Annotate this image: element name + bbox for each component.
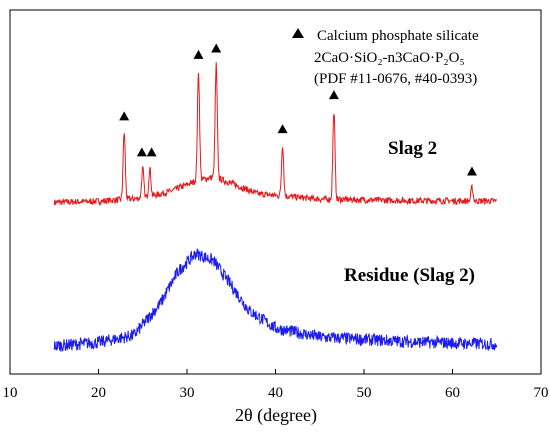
peak-marker-triangle [146,147,157,157]
x-tick-label: 40 [268,385,283,401]
x-tick-label: 30 [180,385,195,401]
x-axis-tick-labels: 10 20 30 40 50 60 70 [3,385,549,401]
legend-line-3: (PDF #11-0676, #40-0393) [314,71,477,87]
series-residue-line [53,248,498,352]
triangle-marker-icon [292,28,304,38]
peak-marker-triangle [193,49,204,59]
x-tick-label: 70 [534,385,549,401]
x-tick-label: 60 [445,385,460,401]
legend: Calcium phosphate silicate 2CaO·SiO₂-n3C… [292,28,479,87]
peak-marker-triangle [277,124,288,134]
series-slag-line [53,62,498,207]
x-tick-label: 50 [357,385,372,401]
x-tick-label: 10 [3,385,18,401]
peak-marker-triangle [328,90,339,100]
x-axis-label: 2θ (degree) [235,405,317,426]
x-tick-label: 20 [91,385,106,401]
legend-line-1: Calcium phosphate silicate [317,28,479,44]
series-label-residue: Residue (Slag 2) [344,265,475,286]
peak-marker-triangle [211,43,222,53]
peak-markers [119,43,477,176]
peak-marker-triangle [119,111,130,121]
legend-line-2: 2CaO·SiO₂-n3CaO·P₂O₅ [314,50,465,66]
series-label-slag: Slag 2 [388,138,437,159]
peak-marker-triangle [466,166,477,176]
x-axis-ticks [9,369,542,374]
peak-marker-triangle [136,147,147,157]
